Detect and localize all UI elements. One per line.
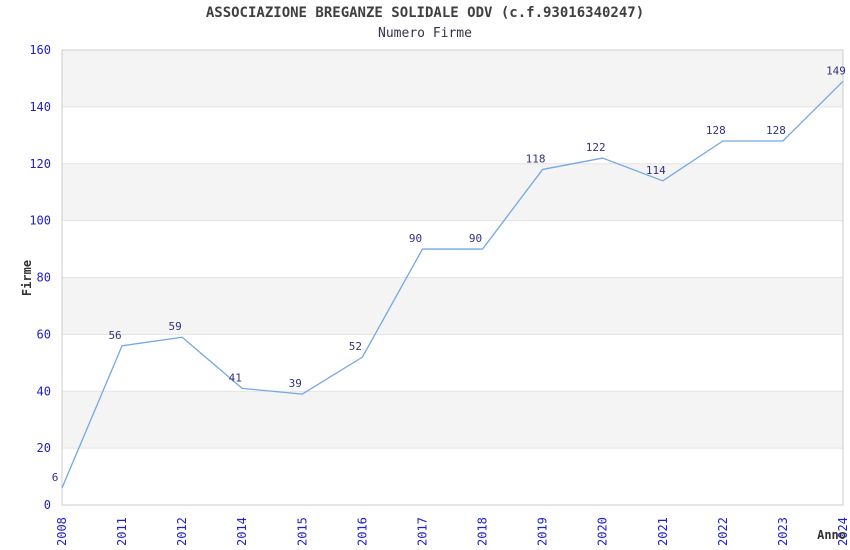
point-label: 39 — [289, 377, 302, 390]
y-axis-title: Firme — [20, 260, 34, 296]
point-label: 114 — [646, 164, 666, 177]
x-axis-title: Anno — [817, 528, 846, 542]
point-label: 128 — [766, 124, 786, 137]
x-tick-label: 2008 — [55, 517, 69, 546]
y-tick-label: 120 — [29, 157, 51, 171]
x-tick-label: 2011 — [115, 517, 129, 546]
x-tick-label: 2020 — [596, 517, 610, 546]
point-label: 118 — [526, 152, 546, 165]
x-tick-label: 2019 — [536, 517, 550, 546]
y-tick-label: 0 — [44, 498, 51, 512]
x-tick-label: 2024 — [836, 517, 850, 546]
point-label: 52 — [349, 340, 362, 353]
y-tick-label: 80 — [37, 271, 51, 285]
plot-band — [62, 277, 843, 335]
y-tick-label: 140 — [29, 100, 51, 114]
chart-subtitle: Numero Firme — [378, 26, 472, 41]
plot-band — [62, 50, 843, 107]
y-tick-label: 100 — [29, 214, 51, 228]
y-tick-label: 60 — [37, 327, 51, 341]
point-label: 41 — [229, 371, 242, 384]
x-tick-label: 2018 — [476, 517, 490, 546]
x-tick-label: 2015 — [295, 517, 309, 546]
point-label: 59 — [169, 320, 182, 333]
y-tick-label: 160 — [29, 43, 51, 57]
chart-title: ASSOCIAZIONE BREGANZE SOLIDALE ODV (c.f.… — [205, 5, 645, 21]
point-label: 90 — [409, 232, 422, 245]
x-tick-label: 2012 — [175, 517, 189, 546]
y-tick-label: 40 — [37, 384, 51, 398]
point-label: 122 — [586, 141, 606, 154]
x-tick-label: 2022 — [716, 517, 730, 546]
plot-band — [62, 391, 843, 449]
x-tick-label: 2016 — [355, 517, 369, 546]
plot-band — [62, 106, 843, 164]
point-label: 149 — [826, 64, 846, 77]
point-label: 6 — [52, 471, 59, 484]
point-label: 56 — [108, 329, 121, 342]
x-tick-label: 2014 — [235, 517, 249, 546]
series-line — [61, 80, 844, 489]
x-tick-label: 2023 — [776, 517, 790, 546]
plot-band — [62, 448, 843, 505]
point-label: 128 — [706, 124, 726, 137]
plot-border — [61, 49, 844, 506]
y-tick-label: 20 — [37, 441, 51, 455]
x-tick-label: 2021 — [656, 517, 670, 546]
plot-band — [62, 163, 843, 221]
plot-band — [62, 334, 843, 392]
point-label: 90 — [469, 232, 482, 245]
x-tick-label: 2017 — [415, 517, 429, 546]
